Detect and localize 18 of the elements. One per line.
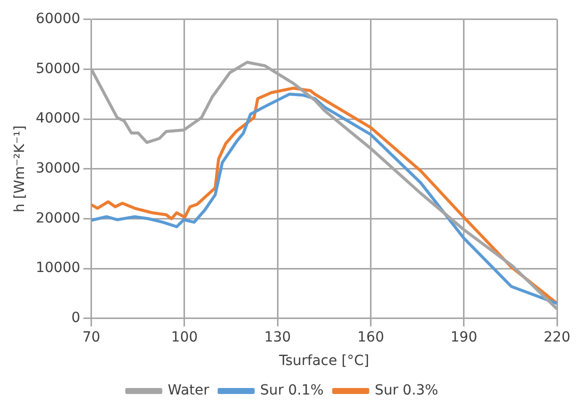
y-tick-label: 40000	[36, 110, 80, 127]
legend-label: Sur 0.3%	[374, 382, 438, 399]
y-tick-label: 60000	[36, 11, 80, 28]
y-axis-title: h [Wm⁻²K⁻¹]	[12, 125, 28, 212]
legend-label: Sur 0.1%	[260, 382, 324, 399]
y-tick-label: 10000	[36, 260, 80, 276]
x-tick-label: 100	[171, 329, 198, 346]
y-tick-label: 0	[71, 310, 80, 326]
x-axis-title: Tsurface [°C]	[278, 353, 370, 370]
x-tick-label: 220	[544, 329, 570, 346]
x-tick-label: 190	[450, 329, 478, 346]
x-tick-label: 160	[357, 329, 384, 346]
legend-label: Water	[168, 382, 210, 399]
x-tick-label: 70	[82, 329, 100, 346]
x-tick-label: 130	[264, 329, 291, 346]
y-tick-label: 30000	[36, 160, 80, 177]
y-tick-label: 50000	[36, 60, 80, 77]
y-tick-label: 20000	[36, 210, 80, 226]
